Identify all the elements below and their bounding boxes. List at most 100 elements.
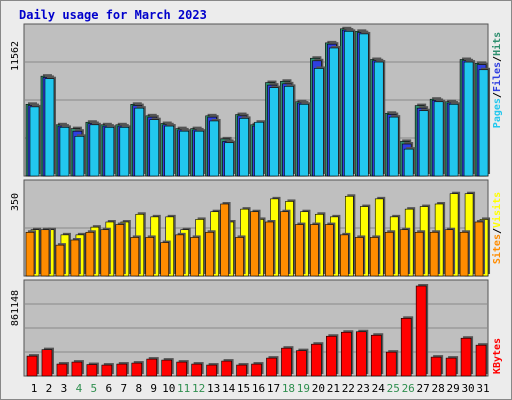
x-tick-label-day-17: 17	[267, 382, 280, 395]
right-label-1-part-4: /	[492, 56, 503, 62]
x-tick-label-day-7: 7	[120, 382, 127, 395]
bar-kbytes-day-2	[41, 349, 53, 377]
x-tick-label-day-2: 2	[46, 382, 53, 395]
x-tick-label-day-8: 8	[135, 382, 142, 395]
bar-sites-day-26	[399, 229, 409, 277]
bar-pages-day-5	[89, 124, 100, 177]
bar-kbytes-day-24	[370, 334, 382, 377]
bar-sites-day-3	[55, 244, 65, 277]
x-tick-label-day-28: 28	[432, 382, 445, 395]
bar-kbytes-day-20	[311, 343, 322, 377]
x-tick-label-day-1: 1	[31, 382, 38, 395]
bar-kbytes-day-11	[176, 361, 187, 377]
bar-sites-day-24	[369, 237, 379, 277]
x-tick-label-day-25: 25	[387, 382, 400, 395]
bar-pages-day-22	[344, 31, 354, 177]
x-tick-label-day-6: 6	[106, 382, 113, 395]
x-tick-label-day-15: 15	[237, 382, 250, 395]
y-axis-max-label-2: 350	[10, 193, 21, 211]
bar-pages-day-18	[284, 86, 294, 177]
bar-pages-day-29	[448, 104, 459, 177]
bar-pages-day-15	[239, 118, 249, 177]
x-tick-label-day-3: 3	[61, 382, 68, 395]
bar-kbytes-day-26	[400, 318, 412, 377]
chart-title: Daily usage for March 2023	[19, 8, 207, 22]
bar-kbytes-day-18	[281, 347, 292, 377]
bar-pages-day-23	[358, 33, 369, 177]
bar-pages-day-28	[433, 101, 444, 177]
bar-pages-day-26	[403, 148, 414, 177]
bar-pages-day-8	[134, 107, 145, 177]
y-axis-max-label-1: 11562	[10, 41, 21, 71]
y-axis-max-label-3: 861148	[10, 290, 21, 326]
bar-sites-day-29	[444, 229, 454, 277]
right-label-1-part-3: Files	[491, 62, 503, 92]
bar-sites-day-1	[25, 231, 35, 277]
bar-sites-day-2	[40, 229, 50, 277]
bar-sites-day-27	[414, 231, 424, 277]
bar-pages-day-25	[388, 116, 399, 177]
bar-kbytes-day-19	[296, 350, 307, 377]
bar-sites-day-25	[384, 231, 394, 277]
bar-sites-day-5	[85, 231, 95, 277]
bar-kbytes-day-29	[445, 357, 457, 377]
bar-pages-day-10	[164, 125, 175, 177]
bar-kbytes-day-15	[236, 364, 247, 377]
x-tick-label-day-21: 21	[327, 382, 340, 395]
bar-kbytes-day-3	[56, 363, 68, 377]
bar-sites-day-6	[100, 229, 110, 277]
x-tick-label-day-24: 24	[372, 382, 386, 395]
x-tick-label-day-5: 5	[91, 382, 98, 395]
bar-kbytes-day-8	[131, 362, 143, 377]
x-tick-label-day-29: 29	[446, 382, 459, 395]
bar-pages-day-17	[269, 87, 279, 177]
bar-sites-day-30	[459, 231, 469, 277]
bar-kbytes-day-12	[191, 363, 202, 377]
bar-sites-day-8	[130, 237, 140, 277]
x-tick-label-day-31: 31	[476, 382, 489, 395]
right-label-3-part-1: KBytes	[492, 338, 503, 374]
bar-sites-day-15	[235, 237, 244, 277]
bar-pages-day-27	[418, 110, 429, 177]
bar-pages-day-20	[314, 68, 324, 177]
bar-sites-day-18	[280, 211, 289, 277]
bar-sites-day-16	[250, 211, 259, 277]
bar-sites-day-14	[220, 203, 229, 277]
bar-sites-day-23	[354, 237, 364, 277]
x-tick-label-day-14: 14	[222, 382, 236, 395]
bar-pages-day-14	[224, 142, 234, 177]
bar-pages-day-4	[74, 136, 85, 177]
x-tick-label-day-20: 20	[312, 382, 325, 395]
bar-kbytes-day-1	[26, 355, 38, 377]
bar-pages-day-24	[373, 61, 384, 177]
bar-pages-day-19	[299, 104, 309, 177]
bar-pages-day-30	[463, 61, 474, 177]
right-label-group-2: Sites/Visits	[491, 192, 503, 264]
bar-pages-day-31	[478, 69, 489, 177]
right-label-group-1: Pages/Files/Hits	[491, 32, 503, 128]
bar-sites-day-17	[265, 221, 274, 277]
bar-sites-day-22	[340, 234, 349, 277]
bar-sites-day-12	[190, 237, 199, 277]
bar-kbytes-day-30	[460, 337, 472, 377]
right-label-2-part-1: Sites	[491, 234, 503, 264]
bar-pages-day-6	[104, 127, 115, 177]
bar-pages-day-21	[329, 47, 339, 177]
right-label-group-3: KBytes	[492, 338, 503, 374]
bar-sites-day-7	[115, 224, 125, 277]
bar-kbytes-day-16	[251, 363, 262, 377]
x-tick-label-day-22: 22	[342, 382, 355, 395]
right-label-2-part-3: Visits	[491, 192, 503, 228]
bar-kbytes-day-7	[116, 363, 128, 377]
bar-sites-day-20	[310, 224, 319, 277]
bar-kbytes-day-27	[415, 285, 427, 377]
x-tick-label-day-26: 26	[402, 382, 415, 395]
bar-kbytes-day-22	[341, 331, 352, 377]
bar-pages-day-16	[254, 121, 264, 177]
bar-pages-day-7	[119, 127, 130, 177]
right-label-1-part-5: Hits	[491, 32, 503, 56]
bar-sites-day-4	[70, 239, 80, 277]
x-tick-label-day-18: 18	[282, 382, 295, 395]
bar-kbytes-day-28	[430, 356, 442, 377]
